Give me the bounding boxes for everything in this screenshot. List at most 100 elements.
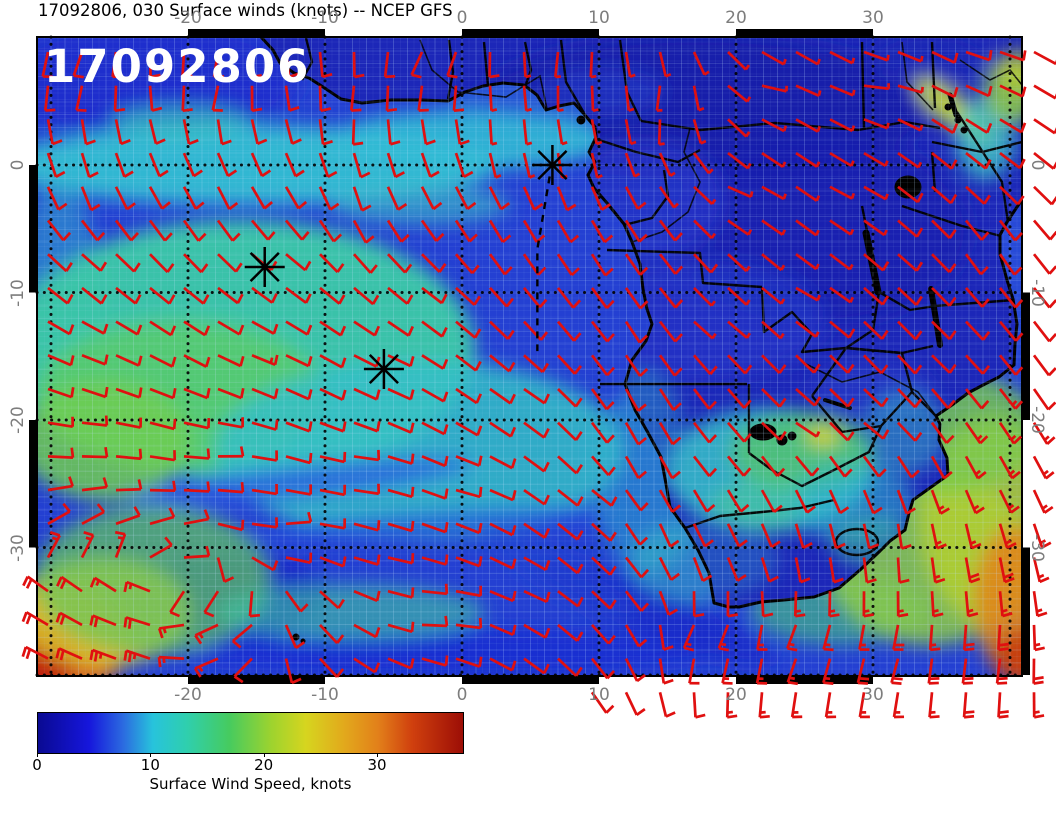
wind-barb xyxy=(930,591,944,618)
graticule-layer xyxy=(35,35,1024,678)
wind-barb xyxy=(998,354,1024,376)
wind-barb xyxy=(727,354,753,375)
wind-barb xyxy=(522,186,544,211)
wind-barb xyxy=(387,587,415,599)
wind-barb xyxy=(285,552,313,564)
wind-barb xyxy=(693,219,716,240)
wind-barb xyxy=(352,186,372,212)
wind-barb xyxy=(624,691,646,716)
wind-barb xyxy=(488,219,512,243)
wind-barb xyxy=(624,455,648,480)
wind-barb xyxy=(284,590,309,613)
wind-barb xyxy=(489,387,516,405)
wind-barb xyxy=(726,489,750,513)
wind-barb xyxy=(523,623,551,639)
wind-barb xyxy=(319,556,347,568)
wind-barb xyxy=(47,502,71,525)
wind-barb xyxy=(829,286,855,304)
wind-barb xyxy=(183,448,211,460)
wind-barb xyxy=(590,657,616,680)
wind-barb xyxy=(896,489,916,515)
wind-barb xyxy=(319,286,346,305)
wind-barb xyxy=(1032,287,1056,309)
colorbar-tick-mark xyxy=(37,753,38,757)
wind-barb xyxy=(489,522,517,537)
wind-barb xyxy=(658,354,683,377)
wind-barb xyxy=(352,253,378,274)
wind-barb xyxy=(964,253,989,276)
wind-barb xyxy=(47,476,74,492)
top-axis-tick-label: 30 xyxy=(862,8,884,28)
wind-barb xyxy=(387,486,415,499)
wind-barb xyxy=(965,354,991,375)
wind-barb xyxy=(930,388,956,409)
wind-barb xyxy=(897,320,923,341)
wind-barb xyxy=(692,421,718,444)
wind-barb xyxy=(897,421,923,442)
wind-barb xyxy=(557,590,584,608)
wind-barb xyxy=(319,354,347,369)
wind-barb xyxy=(556,287,582,309)
top-axis-tick-label: 10 xyxy=(588,8,610,28)
wind-barb xyxy=(217,387,245,400)
wind-barb xyxy=(251,517,279,529)
wind-barb xyxy=(56,575,83,593)
colorbar-tick-label: 0 xyxy=(32,756,42,774)
wind-barb xyxy=(46,119,63,146)
top-axis-tick-label: -20 xyxy=(174,8,202,28)
wind-barb xyxy=(523,488,550,506)
dashed-track xyxy=(536,176,551,352)
wind-barb xyxy=(81,503,106,525)
wind-barb xyxy=(624,354,649,377)
wind-barb xyxy=(858,692,870,719)
wind-barb xyxy=(591,556,617,576)
wind-barb xyxy=(931,320,957,341)
wind-barb xyxy=(727,219,753,236)
wind-barb xyxy=(999,84,1027,98)
wind-barb xyxy=(217,320,245,336)
wind-barb xyxy=(897,50,924,63)
wind-barb xyxy=(624,152,641,178)
wind-barb xyxy=(995,658,1008,685)
wind-barb xyxy=(760,455,786,477)
wind-barb xyxy=(998,489,1020,514)
colorbar-label: Surface Wind Speed, knots xyxy=(149,775,352,793)
wind-barb xyxy=(114,119,131,146)
wind-barb xyxy=(863,354,889,375)
wind-barb xyxy=(383,51,396,79)
wind-barb xyxy=(421,488,449,500)
wind-barb xyxy=(760,591,774,618)
wind-barb xyxy=(591,590,617,610)
wind-barb xyxy=(655,85,663,112)
wind-barb xyxy=(999,118,1027,134)
wind-barb xyxy=(590,152,603,179)
wind-barb xyxy=(727,51,751,71)
wind-barb xyxy=(964,455,987,480)
wind-barb xyxy=(522,85,532,112)
wind-barb xyxy=(590,623,616,645)
wind-barb xyxy=(726,421,752,443)
wind-barb xyxy=(829,118,856,133)
wind-barb xyxy=(590,119,603,146)
wind-barb xyxy=(557,455,583,475)
wind-barb xyxy=(556,253,580,277)
wind-barb xyxy=(353,320,381,337)
wind-barb xyxy=(829,151,855,168)
wind-barb xyxy=(896,523,912,550)
wind-barb xyxy=(421,522,449,534)
wind-barb xyxy=(693,185,717,206)
wind-barb xyxy=(353,421,381,433)
wind-barb xyxy=(47,416,75,429)
wind-barb xyxy=(624,51,636,78)
station-star-marker xyxy=(363,349,404,389)
wind-barb xyxy=(248,591,261,618)
wind-barb xyxy=(658,253,684,275)
figure-title: 17092806, 030 Surface winds (knots) -- N… xyxy=(38,1,453,20)
wind-barb xyxy=(931,185,958,205)
top-axis-tick-label: -10 xyxy=(311,8,339,28)
wind-barb xyxy=(523,387,550,405)
wind-barb xyxy=(998,320,1024,342)
right-axis-tick-label: -20 xyxy=(1027,406,1047,434)
wind-barb xyxy=(727,185,754,199)
